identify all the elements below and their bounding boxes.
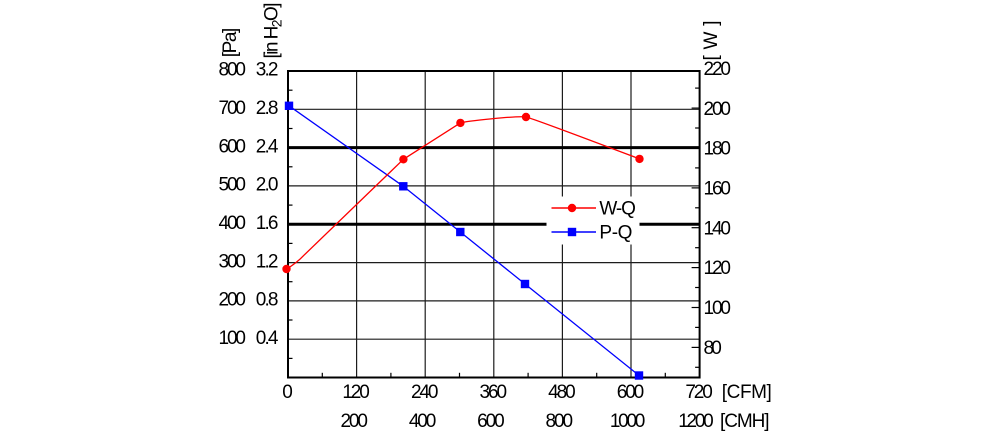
- svg-text:100: 100: [219, 328, 247, 349]
- svg-text:200: 200: [219, 290, 247, 311]
- svg-text:200: 200: [340, 411, 368, 432]
- svg-text:700: 700: [219, 98, 247, 119]
- svg-text:0.4: 0.4: [256, 328, 279, 349]
- svg-text:600: 600: [617, 382, 645, 403]
- svg-text:800: 800: [219, 60, 247, 81]
- svg-text:160: 160: [704, 179, 732, 200]
- svg-text:120: 120: [704, 258, 732, 279]
- svg-text:2.8: 2.8: [256, 98, 279, 119]
- svg-text:800: 800: [546, 411, 574, 432]
- svg-text:140: 140: [704, 218, 732, 239]
- svg-text:600: 600: [477, 411, 505, 432]
- svg-text:400: 400: [219, 213, 247, 234]
- svg-text:0: 0: [282, 382, 293, 403]
- svg-text:[CMH]: [CMH]: [720, 411, 770, 432]
- svg-text:480: 480: [548, 382, 576, 403]
- svg-text:100: 100: [704, 298, 732, 319]
- svg-text:300: 300: [219, 251, 247, 272]
- svg-text:[CFM]: [CFM]: [722, 382, 772, 403]
- svg-text:2.0: 2.0: [256, 175, 279, 196]
- svg-text:P-Q: P-Q: [599, 223, 632, 244]
- svg-text:[Pa]: [Pa]: [220, 28, 241, 58]
- svg-text:1000: 1000: [610, 411, 646, 432]
- svg-text:2.4: 2.4: [256, 136, 279, 157]
- svg-text:[in H2O]: [in H2O]: [262, 3, 285, 59]
- svg-text:1200: 1200: [678, 411, 714, 432]
- svg-text:240: 240: [411, 382, 439, 403]
- svg-text:200: 200: [704, 99, 732, 120]
- svg-text:3.2: 3.2: [256, 60, 279, 81]
- svg-text:360: 360: [480, 382, 508, 403]
- svg-text:600: 600: [219, 136, 247, 157]
- svg-text:500: 500: [219, 175, 247, 196]
- svg-text:220: 220: [704, 59, 732, 80]
- svg-text:1.6: 1.6: [256, 213, 279, 234]
- svg-text:[ W ]: [ W ]: [701, 21, 722, 61]
- svg-text:0.8: 0.8: [256, 290, 279, 311]
- svg-text:180: 180: [704, 139, 732, 160]
- svg-text:80: 80: [704, 338, 722, 359]
- svg-text:400: 400: [409, 411, 437, 432]
- svg-text:W-Q: W-Q: [599, 199, 636, 220]
- svg-text:720: 720: [685, 382, 713, 403]
- svg-text:120: 120: [342, 382, 370, 403]
- svg-text:1.2: 1.2: [256, 251, 279, 272]
